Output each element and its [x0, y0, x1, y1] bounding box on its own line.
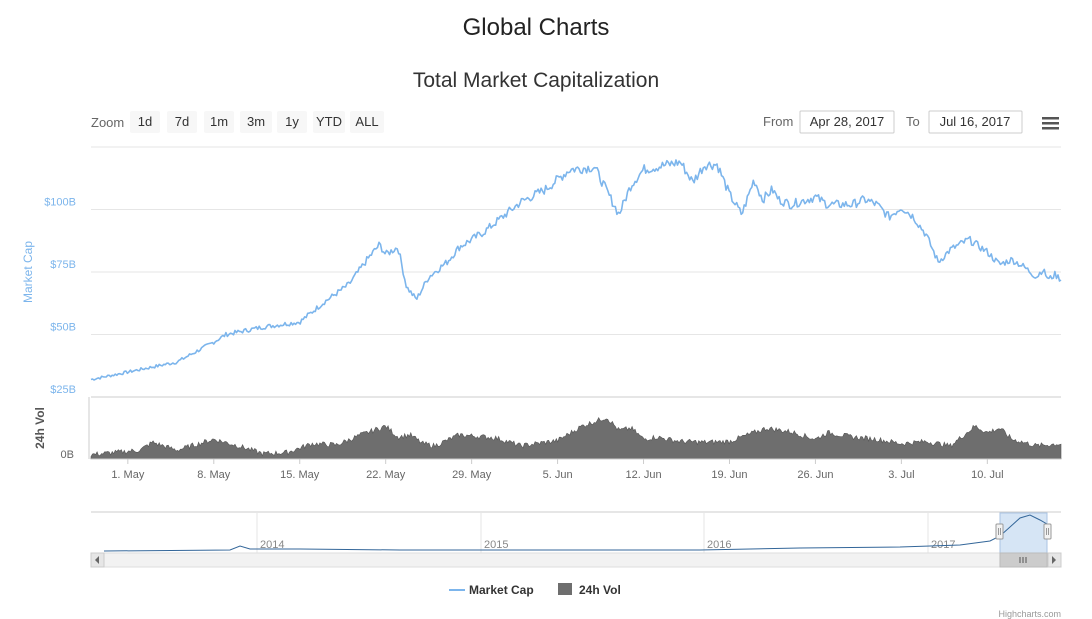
from-date-input[interactable]: Apr 28, 2017: [799, 110, 895, 134]
navigator-year-label-1: 2015: [484, 539, 508, 551]
zoom-button-label: 3m: [247, 114, 265, 129]
zoom-label: Zoom: [91, 115, 124, 130]
zoom-button-1m[interactable]: 1m: [204, 111, 234, 133]
y-tick-label-2: $75B: [50, 259, 76, 271]
scrollbar-thumb[interactable]: [999, 552, 1048, 568]
x-tick-label-10: 10. Jul: [971, 469, 1003, 481]
x-tick-label-0: 1. May: [111, 469, 145, 481]
y-tick-label-3: $100B: [44, 197, 76, 209]
navigator[interactable]: 2014 2015 2016 2017: [91, 511, 1061, 554]
volume-y-tick-0: 0B: [61, 449, 74, 461]
legend: Market Cap 24h Vol: [449, 583, 621, 597]
market-cap-y-axis: $25B $50B $75B $100B: [44, 197, 76, 397]
zoom-button-ytd[interactable]: YTD: [313, 111, 345, 133]
legend-label-market-cap: Market Cap: [469, 583, 534, 597]
zoom-button-1d[interactable]: 1d: [130, 111, 160, 133]
navigator-selected-range[interactable]: [999, 512, 1048, 554]
navigator-year-label-0: 2014: [260, 539, 284, 551]
x-tick-label-8: 26. Jun: [797, 469, 833, 481]
market-cap-gridlines: [91, 209, 1061, 335]
legend-item-market-cap[interactable]: Market Cap: [449, 583, 534, 597]
scrollbar-left-arrow[interactable]: [90, 552, 105, 568]
y-tick-label-1: $50B: [50, 322, 76, 334]
zoom-button-3m[interactable]: 3m: [240, 111, 272, 133]
x-tick-label-3: 22. May: [366, 469, 406, 481]
navigator-right-handle[interactable]: [1043, 523, 1052, 540]
navigator-year-label-3: 2017: [931, 539, 955, 551]
market-cap-axis-title: Market Cap: [21, 241, 35, 303]
chevron-right-icon: [1052, 556, 1056, 564]
x-tick-label-2: 15. May: [280, 469, 320, 481]
navigator-series-line: [103, 514, 1048, 552]
legend-item-24h-vol[interactable]: 24h Vol: [558, 583, 621, 597]
range-selector: Zoom 1d 7d 1m 3m 1y YTD ALL From Apr 28, 2017 …: [91, 110, 1062, 134]
zoom-button-label: 1m: [210, 114, 228, 129]
x-tick-label-9: 3. Jul: [888, 469, 914, 481]
zoom-button-1y[interactable]: 1y: [277, 111, 307, 133]
market-cap-series-line: [90, 159, 1062, 381]
to-label: To: [906, 114, 920, 129]
navigator-year-label-2: 2016: [707, 539, 731, 551]
navigator-year-labels: 2014 2015 2016 2017: [256, 513, 955, 553]
x-tick-label-7: 19. Jun: [711, 469, 747, 481]
page-title: Global Charts: [462, 14, 610, 41]
legend-area-icon: [558, 583, 572, 595]
x-tick-label-6: 12. Jun: [625, 469, 661, 481]
zoom-button-label: YTD: [316, 114, 342, 129]
scrollbar-right-arrow[interactable]: [1047, 552, 1062, 568]
scrollbar[interactable]: [90, 552, 1062, 568]
chevron-left-icon: [95, 556, 99, 564]
zoom-button-all[interactable]: ALL: [350, 111, 384, 133]
zoom-button-label: 1d: [138, 114, 152, 129]
to-date-input[interactable]: Jul 16, 2017: [928, 110, 1023, 134]
to-date-value: Jul 16, 2017: [940, 114, 1011, 129]
from-label: From: [763, 114, 793, 129]
navigator-left-handle[interactable]: [995, 523, 1004, 540]
credits-link[interactable]: Highcharts.com: [998, 609, 1061, 619]
zoom-buttons: 1d 7d 1m 3m 1y YTD ALL: [130, 111, 384, 133]
volume-axis-title: 24h Vol: [33, 407, 47, 449]
x-axis: 1. May 8. May 15. May 22. May 29. May 5. Jun 1…: [111, 459, 1004, 481]
zoom-button-label: ALL: [355, 114, 378, 129]
chart-title: Total Market Capitalization: [413, 69, 659, 92]
zoom-button-7d[interactable]: 7d: [167, 111, 197, 133]
x-tick-label-5: 5. Jun: [543, 469, 573, 481]
y-tick-label-0: $25B: [50, 384, 76, 396]
x-tick-label-1: 8. May: [197, 469, 231, 481]
x-tick-label-4: 29. May: [452, 469, 492, 481]
hamburger-menu-icon[interactable]: [1040, 113, 1062, 133]
legend-label-24h-vol: 24h Vol: [579, 583, 621, 597]
zoom-button-label: 1y: [285, 114, 299, 129]
volume-series-area: [90, 416, 1062, 460]
from-date-value: Apr 28, 2017: [810, 114, 884, 129]
zoom-button-label: 7d: [175, 114, 189, 129]
